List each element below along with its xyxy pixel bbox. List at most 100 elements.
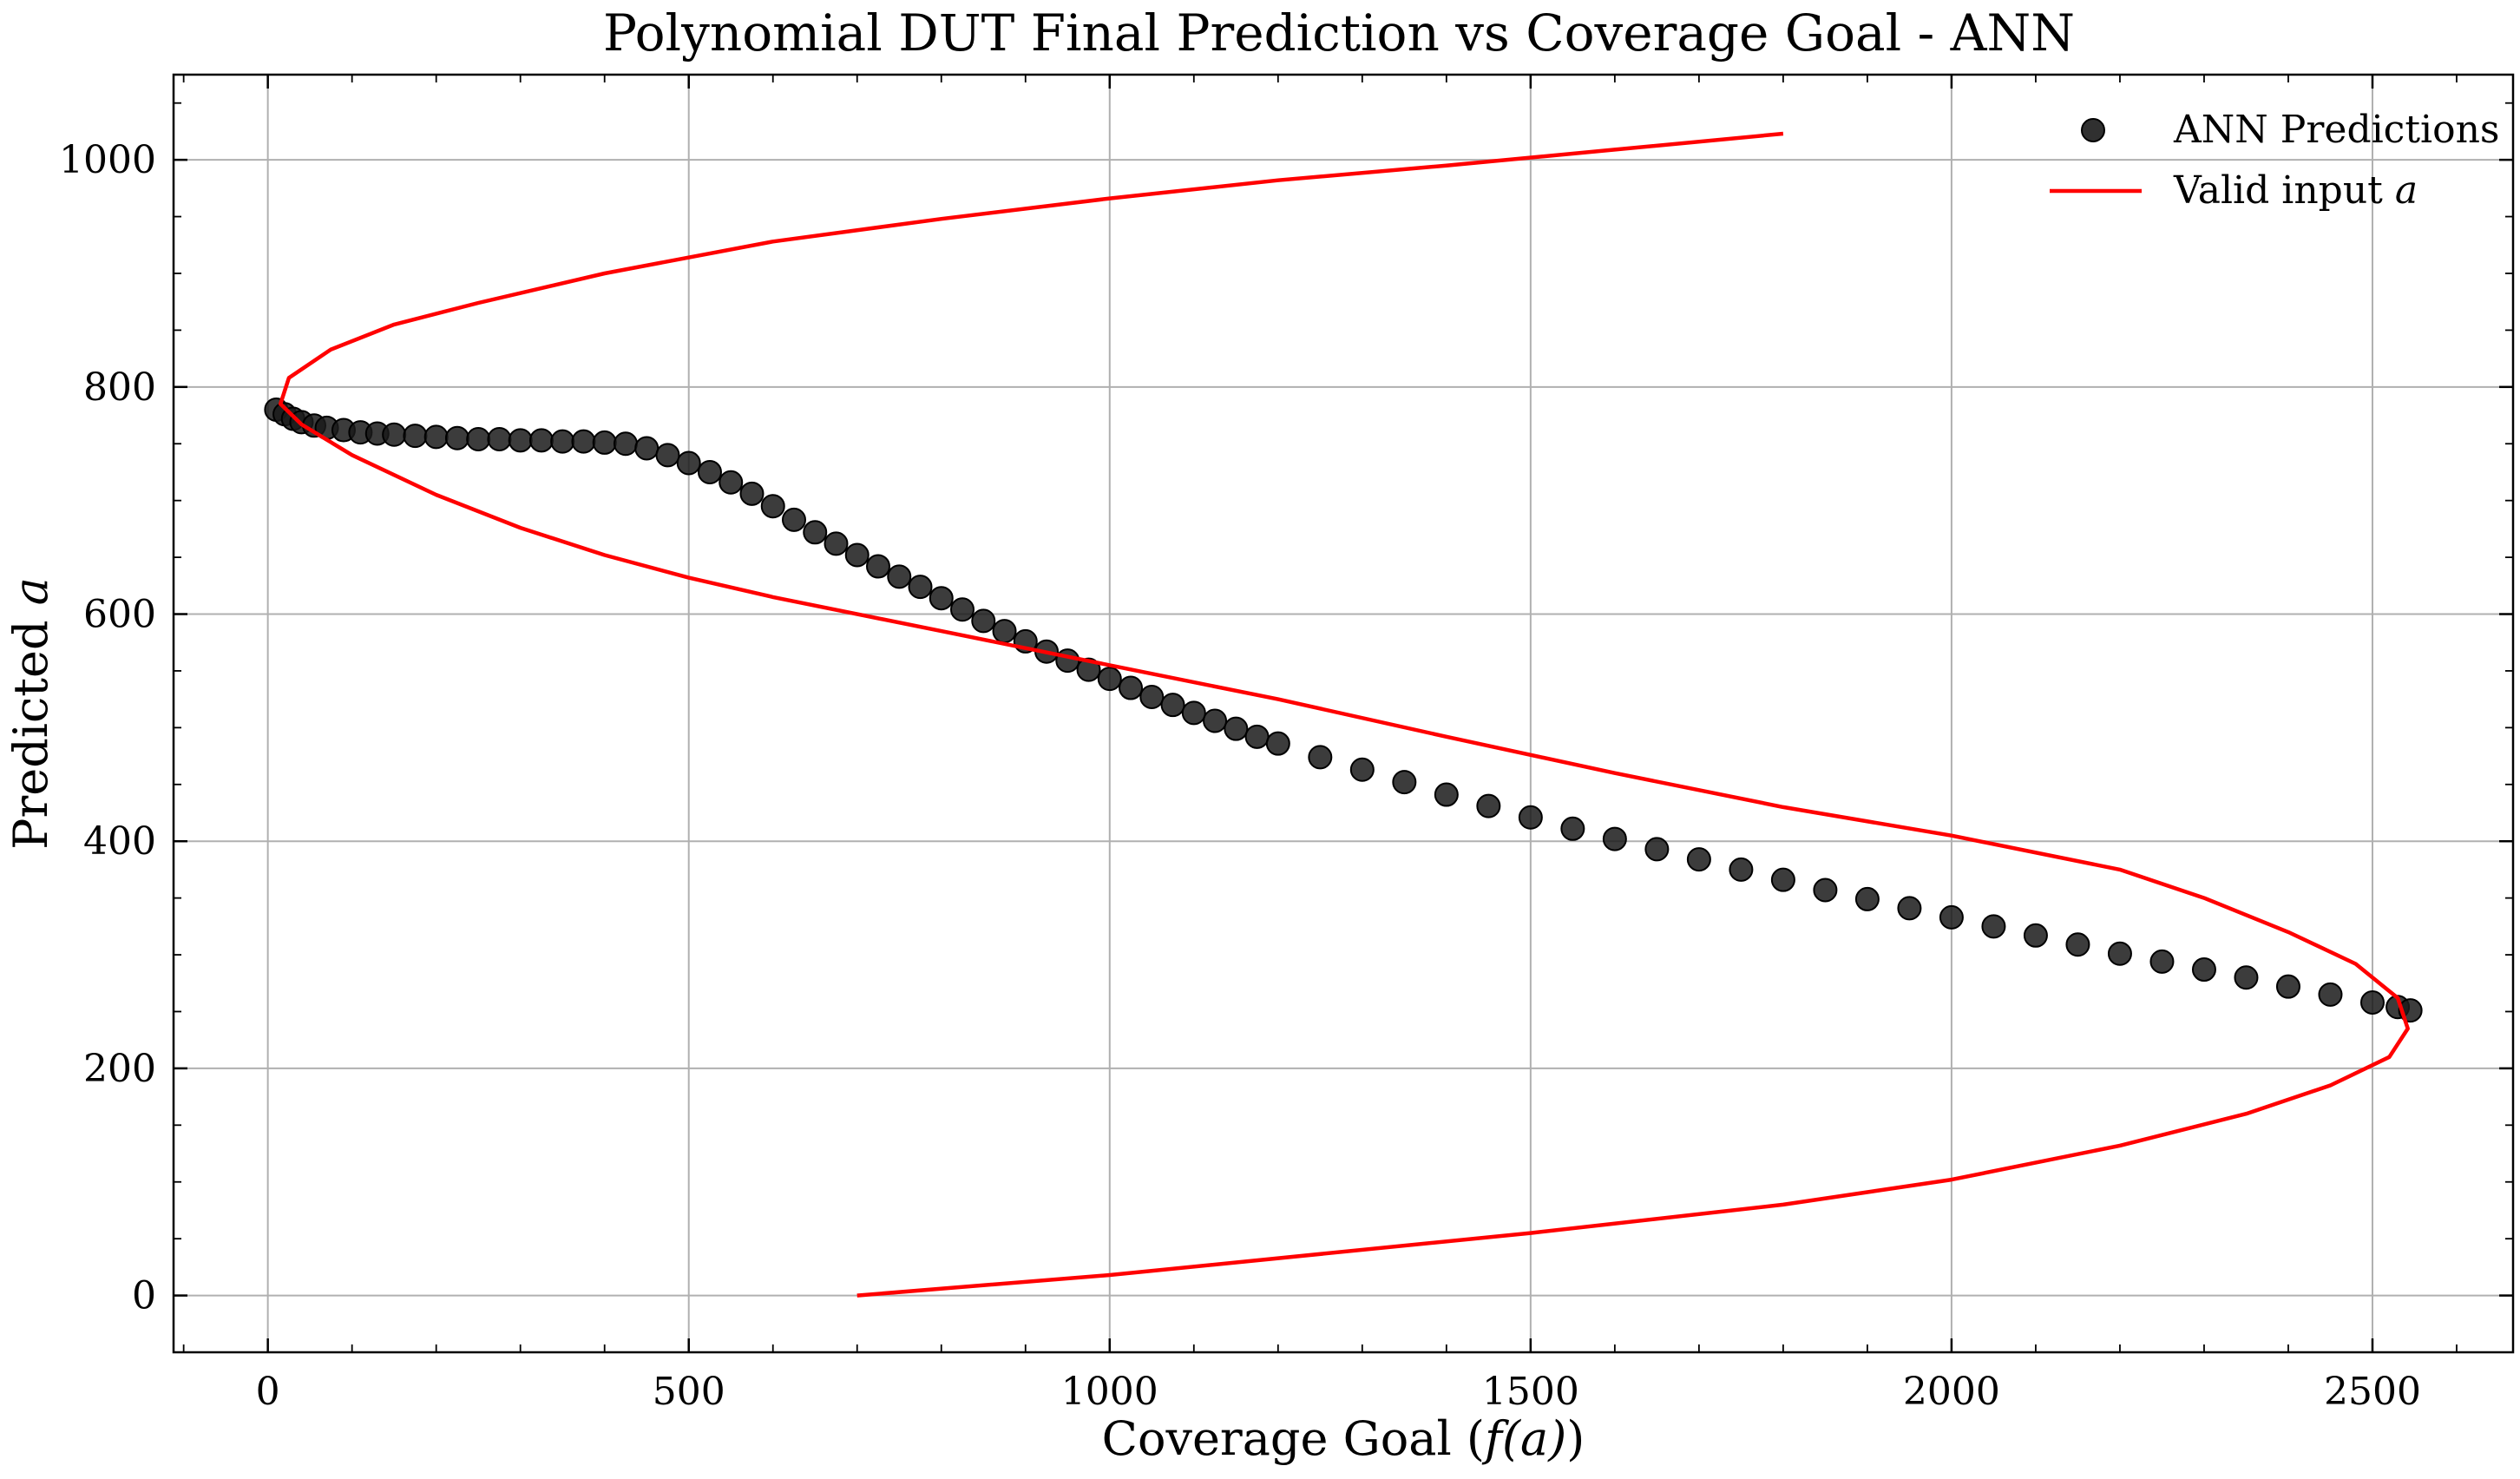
- scatter-point: [739, 481, 765, 506]
- scatter-point: [2275, 974, 2300, 999]
- scatter-point: [634, 436, 660, 461]
- scatter-point: [592, 430, 617, 455]
- y-axis-label-math: a: [3, 577, 58, 605]
- scatter-point: [1055, 648, 1080, 674]
- scatter-point: [655, 443, 680, 468]
- scatter-point: [992, 619, 1017, 644]
- scatter-point: [403, 424, 428, 449]
- scatter-point: [1181, 700, 1206, 726]
- scatter-point: [1139, 685, 1165, 710]
- scatter-point: [487, 427, 512, 452]
- scatter-point: [1560, 816, 1585, 841]
- scatter-point: [1434, 782, 1459, 807]
- scatter-point: [824, 531, 849, 556]
- scatter-point: [866, 554, 891, 579]
- scatter-point: [929, 586, 954, 611]
- scatter-point: [1770, 867, 1795, 892]
- chart-title: Polynomial DUT Final Prediction vs Cover…: [603, 3, 2075, 62]
- x-axis-label: Coverage Goal (f(a)): [1102, 1411, 1585, 1466]
- y-tick-label: 200: [83, 1047, 156, 1091]
- axis-ticks: [174, 75, 2513, 1352]
- scatter-point: [676, 450, 701, 476]
- x-axis-label-math: f(a): [1481, 1411, 1566, 1466]
- valid-input-curve: [278, 131, 2410, 1298]
- x-tick-label: 2500: [2324, 1370, 2421, 1414]
- scatter-point: [571, 429, 596, 454]
- x-axis-label-end: ): [1566, 1411, 1585, 1466]
- scatter-point: [1602, 826, 1627, 851]
- legend: ANN Predictions Valid input a: [2050, 108, 2499, 213]
- scatter-point: [2107, 941, 2132, 966]
- x-tick-label: 2000: [1903, 1370, 2000, 1414]
- grid-lines: [174, 75, 2513, 1352]
- scatter-point: [508, 428, 533, 453]
- tick-labels: 0 500 1000 1500 2000 2500 0 200 400 600 800 1000: [59, 138, 2421, 1414]
- scatter-point: [1939, 904, 1964, 930]
- scatter-point: [2149, 949, 2175, 974]
- plot-frame: [172, 73, 2515, 1354]
- scatter-point: [1644, 837, 1670, 862]
- legend-label-ann: ANN Predictions: [2173, 108, 2499, 152]
- y-tick-label: 0: [132, 1274, 156, 1318]
- scatter-point: [1729, 857, 1754, 882]
- scatter-point: [971, 608, 996, 634]
- scatter-point: [1203, 708, 1228, 733]
- scatter-point: [2023, 923, 2048, 948]
- scatter-point: [550, 429, 575, 454]
- scatter-point: [2191, 957, 2216, 983]
- scatter-point: [1518, 805, 1543, 830]
- scatter-point: [1981, 914, 2006, 939]
- scatter-point: [1897, 896, 1922, 921]
- scatter-point: [1308, 745, 1333, 770]
- scatter-point: [719, 470, 744, 495]
- scatter-point: [466, 427, 491, 452]
- x-axis-label-text: Coverage Goal (: [1102, 1411, 1485, 1466]
- scatter-point: [1097, 667, 1122, 692]
- scatter-point: [1813, 878, 1838, 903]
- scatter-point: [1854, 886, 1880, 911]
- scatter-point: [1349, 757, 1375, 782]
- scatter-point: [1224, 716, 1249, 741]
- y-tick-label: 600: [83, 593, 156, 637]
- scatter-point: [1476, 793, 1501, 818]
- scatter-point: [1076, 657, 1101, 682]
- scatter-point: [2359, 989, 2385, 1015]
- y-axis-label-text: Predicted: [3, 605, 58, 850]
- legend-label-valid-math: a: [2395, 168, 2418, 213]
- y-tick-label: 400: [83, 819, 156, 864]
- scatter-point: [528, 428, 554, 453]
- scatter-point: [613, 431, 638, 457]
- x-tick-label: 1500: [1482, 1370, 1579, 1414]
- y-tick-label: 800: [83, 365, 156, 410]
- scatter-point: [1160, 693, 1185, 718]
- scatter-point: [423, 424, 449, 450]
- scatter-point: [1686, 847, 1711, 872]
- scatter-point: [1392, 770, 1417, 795]
- series-layer: [264, 131, 2423, 1298]
- scatter-point: [844, 542, 870, 568]
- scatter-point: [382, 422, 407, 447]
- scatter-point: [908, 575, 933, 600]
- scatter-point: [1244, 724, 1270, 749]
- y-tick-label: 1000: [59, 138, 156, 182]
- x-tick-label: 0: [256, 1370, 280, 1414]
- scatter-point: [950, 597, 975, 622]
- scatter-point: [887, 564, 912, 589]
- y-axis-label: Predicted a: [3, 577, 58, 850]
- scatter-point: [781, 507, 806, 532]
- scatter-point: [2318, 982, 2343, 1007]
- legend-marker-ann: [2081, 118, 2105, 142]
- scatter-point: [2234, 965, 2259, 990]
- legend-label-valid: Valid input a: [2173, 168, 2418, 213]
- x-tick-label: 1000: [1061, 1370, 1158, 1414]
- scatter-point: [760, 494, 785, 519]
- scatter-point: [2065, 932, 2090, 957]
- x-tick-label: 500: [653, 1370, 725, 1414]
- plot-area: [264, 131, 2423, 1298]
- scatter-point: [444, 425, 469, 450]
- scatter-point: [697, 459, 722, 484]
- scatter-point: [1265, 731, 1290, 756]
- legend-label-valid-text: Valid input: [2173, 168, 2395, 213]
- scatter-point: [1119, 675, 1144, 700]
